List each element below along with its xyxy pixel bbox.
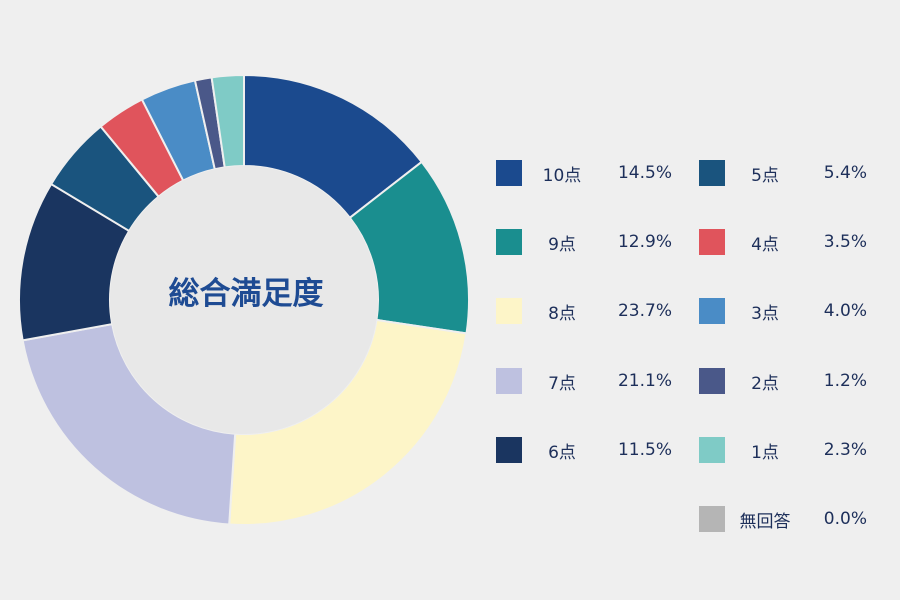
legend-item-10: 10点 14.5% [496,160,672,186]
legend-label: 5点 [751,165,779,186]
legend-item-no-answer: 無回答 0.0% [699,506,867,532]
legend-item-2: 2点 1.2% [699,368,867,394]
legend-value: 14.5% [617,163,672,183]
legend-swatch-2 [699,368,725,394]
legend-value: 3.5% [823,232,867,252]
chart-title: 総合満足度 [168,276,324,312]
legend-label: 無回答 [739,511,791,532]
legend-swatch-9 [496,229,522,255]
legend-swatch-4 [699,229,725,255]
legend-label: 6点 [548,442,576,463]
legend-item-5: 5点 5.4% [699,160,867,186]
legend-value: 1.2% [823,371,867,391]
legend-label: 8点 [548,303,576,324]
legend-swatch-10 [496,160,522,186]
legend-swatch-3 [699,298,725,324]
legend-item-6: 6点 11.5% [496,437,672,463]
legend-value: 11.5% [617,440,672,460]
legend-value: 2.3% [823,440,867,460]
legend-swatch-no-answer [699,506,725,532]
legend-swatch-5 [699,160,725,186]
donut-center [110,166,378,434]
legend-value: 4.0% [823,301,867,321]
legend-label: 2点 [751,373,779,394]
legend-swatch-1 [699,437,725,463]
legend-item-7: 7点 21.1% [496,368,672,394]
legend-item-1: 1点 2.3% [699,437,867,463]
legend-label: 7点 [548,373,576,394]
legend-label: 10点 [542,165,582,186]
legend-label: 1点 [751,442,779,463]
donut-slice-8 [228,318,468,526]
legend-label: 9点 [548,234,576,255]
legend-value: 21.1% [617,371,672,391]
legend-value: 12.9% [617,232,672,252]
legend-swatch-6 [496,437,522,463]
legend-value: 23.7% [617,301,672,321]
legend-value: 0.0% [823,509,867,529]
legend-item-3: 3点 4.0% [699,298,867,324]
legend-item-8: 8点 23.7% [496,298,672,324]
legend-item-4: 4点 3.5% [699,229,867,255]
legend-swatch-7 [496,368,522,394]
legend-swatch-8 [496,298,522,324]
legend-item-9: 9点 12.9% [496,229,672,255]
legend-label: 3点 [751,303,779,324]
legend-value: 5.4% [823,163,867,183]
legend-label: 4点 [751,234,779,255]
